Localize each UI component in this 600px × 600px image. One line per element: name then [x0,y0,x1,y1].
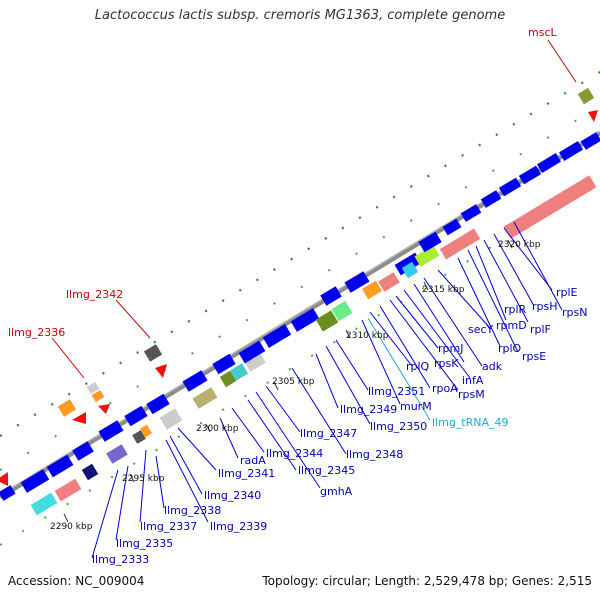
feature-orange [57,399,77,417]
gene-label-rpsK[interactable]: rpsK [434,357,459,370]
gene-label-llmg-2347[interactable]: llmg_2347 [300,427,358,440]
feature-red [588,110,598,122]
gene-label-llmg-2333[interactable]: llmg_2333 [92,553,150,566]
scale-label: 2310 kbp [346,331,389,341]
gene-label-llmg-2341[interactable]: llmg_2341 [218,467,276,480]
gene-label-llmg-2350[interactable]: llmg_2350 [370,420,428,433]
feature-red [98,404,110,414]
gene-label-rplQ[interactable]: rplQ [406,360,430,373]
gene-label-llmg-2336[interactable]: llmg_2336 [8,326,66,339]
gene-label-llmg-2338[interactable]: llmg_2338 [164,504,222,517]
gene-label-rpmD[interactable]: rpmD [496,319,527,332]
map-title: Lactococcus lactis subsp. cremoris MG136… [94,8,506,23]
gene-label-rpsM[interactable]: rpsM [458,388,485,401]
accession-text: Accession: NC_009004 [8,574,145,588]
inner-features [0,132,600,516]
gene-label-rpmJ[interactable]: rpmJ [438,342,464,355]
feature-orange [91,389,105,403]
scale-label: 2290 kbp [50,522,93,532]
gene-label-infA[interactable]: infA [462,374,484,387]
gene-label-rpsN[interactable]: rpsN [562,306,588,319]
gene-label-llmg-2339[interactable]: llmg_2339 [210,520,268,533]
gene-label-rplE[interactable]: rplE [556,286,578,299]
genome-backbone [0,130,600,500]
gene-label-llmg-2335[interactable]: llmg_2335 [116,537,174,550]
feature-red [155,364,167,378]
scale-label: 2320 kbp [498,240,541,250]
gene-label-adk[interactable]: adk [482,360,503,373]
gene-label-murM[interactable]: murM [400,400,432,413]
gene-label-llmg-2340[interactable]: llmg_2340 [204,489,262,502]
gene-label-llmg-2337[interactable]: llmg_2337 [140,520,198,533]
gene-label-rpsE[interactable]: rpsE [522,350,547,363]
scale-label: 2295 kbp [122,474,165,484]
feature-grey [86,381,100,395]
gene-label-rpoA[interactable]: rpoA [432,382,458,395]
gene-label-rpsH[interactable]: rpsH [532,300,558,313]
scale-label: 2305 kbp [272,377,315,387]
gene-label-llmg-2348[interactable]: llmg_2348 [346,448,404,461]
gene-label-llmg-tRNA-49[interactable]: llmg_tRNA_49 [432,416,509,429]
gene-label-mscL[interactable]: mscL [528,26,557,39]
gene-label-rplF[interactable]: rplF [530,323,551,336]
gene-label-llmg-2344[interactable]: llmg_2344 [266,447,324,460]
genome-summary: Topology: circular; Length: 2,529,478 bp… [262,574,592,588]
scale-label: 2300 kbp [196,424,239,434]
scale-label: 2315 kbp [422,285,465,295]
gene-label-llmg-2342[interactable]: llmg_2342 [66,288,124,301]
gene-label-rplR[interactable]: rplR [504,303,527,316]
gene-label-rplO[interactable]: rplO [498,342,522,355]
gene-label-radA[interactable]: radA [240,454,266,467]
gene-label-llmg-2351[interactable]: llmg_2351 [368,385,426,398]
gene-label-secY[interactable]: secY [468,323,494,336]
feature-red [72,412,86,424]
gene-label-gmhA[interactable]: gmhA [320,485,353,498]
feature-grey [143,344,163,362]
outer-features [57,87,598,424]
feature-olive [577,87,595,105]
gene-label-llmg-2349[interactable]: llmg_2349 [340,403,398,416]
gene-label-llmg-2345[interactable]: llmg_2345 [298,464,356,477]
